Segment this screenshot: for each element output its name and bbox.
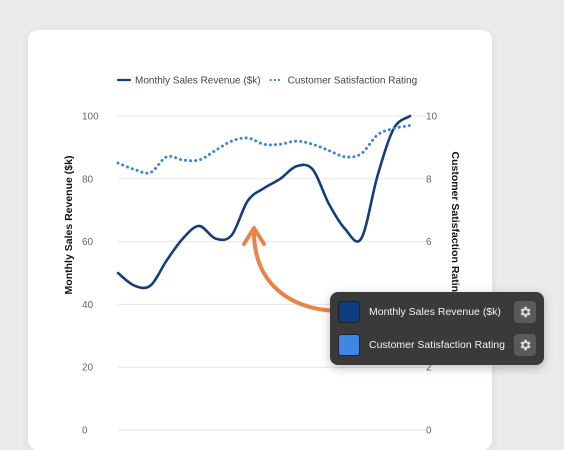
- right-tick-label: 2: [426, 363, 432, 374]
- settings-button-sales[interactable]: [514, 301, 536, 323]
- gear-icon: [520, 306, 531, 318]
- right-tick-label: 8: [426, 174, 432, 185]
- popup-label-satisfaction: Customer Satisfaction Rating: [369, 339, 505, 351]
- settings-button-satisfaction[interactable]: [514, 334, 536, 356]
- left-axis-title: Monthly Sales Revenue ($k): [63, 156, 75, 295]
- right-tick-label: 6: [426, 237, 432, 248]
- left-tick-label: 40: [82, 300, 94, 311]
- popup-row-satisfaction[interactable]: Customer Satisfaction Rating: [338, 331, 536, 359]
- legend-label-0: Monthly Sales Revenue ($k): [135, 76, 261, 87]
- left-tick-label: 0: [82, 426, 88, 437]
- right-tick-label: 0: [426, 426, 432, 437]
- chart-card: 0204060801000246810Monthly Sales Revenue…: [28, 30, 492, 450]
- right-axis-title: Customer Satisfaction Rating: [449, 151, 461, 298]
- right-tick-label: 10: [426, 112, 438, 123]
- left-tick-label: 20: [82, 363, 94, 374]
- series-line-1: [116, 123, 412, 175]
- series-color-popup: Monthly Sales Revenue ($k) Customer Sati…: [330, 292, 544, 365]
- series-line-0: [116, 114, 412, 290]
- popup-row-sales[interactable]: Monthly Sales Revenue ($k): [338, 298, 536, 326]
- left-tick-label: 80: [82, 174, 94, 185]
- chart: 0204060801000246810Monthly Sales Revenue…: [63, 76, 461, 437]
- gear-icon: [520, 339, 531, 351]
- popup-label-sales: Monthly Sales Revenue ($k): [369, 306, 501, 318]
- color-swatch-sales[interactable]: [338, 301, 360, 323]
- left-tick-label: 100: [82, 112, 99, 123]
- left-tick-label: 60: [82, 237, 94, 248]
- color-swatch-satisfaction[interactable]: [338, 334, 360, 356]
- legend-label-1: Customer Satisfaction Rating: [288, 76, 418, 87]
